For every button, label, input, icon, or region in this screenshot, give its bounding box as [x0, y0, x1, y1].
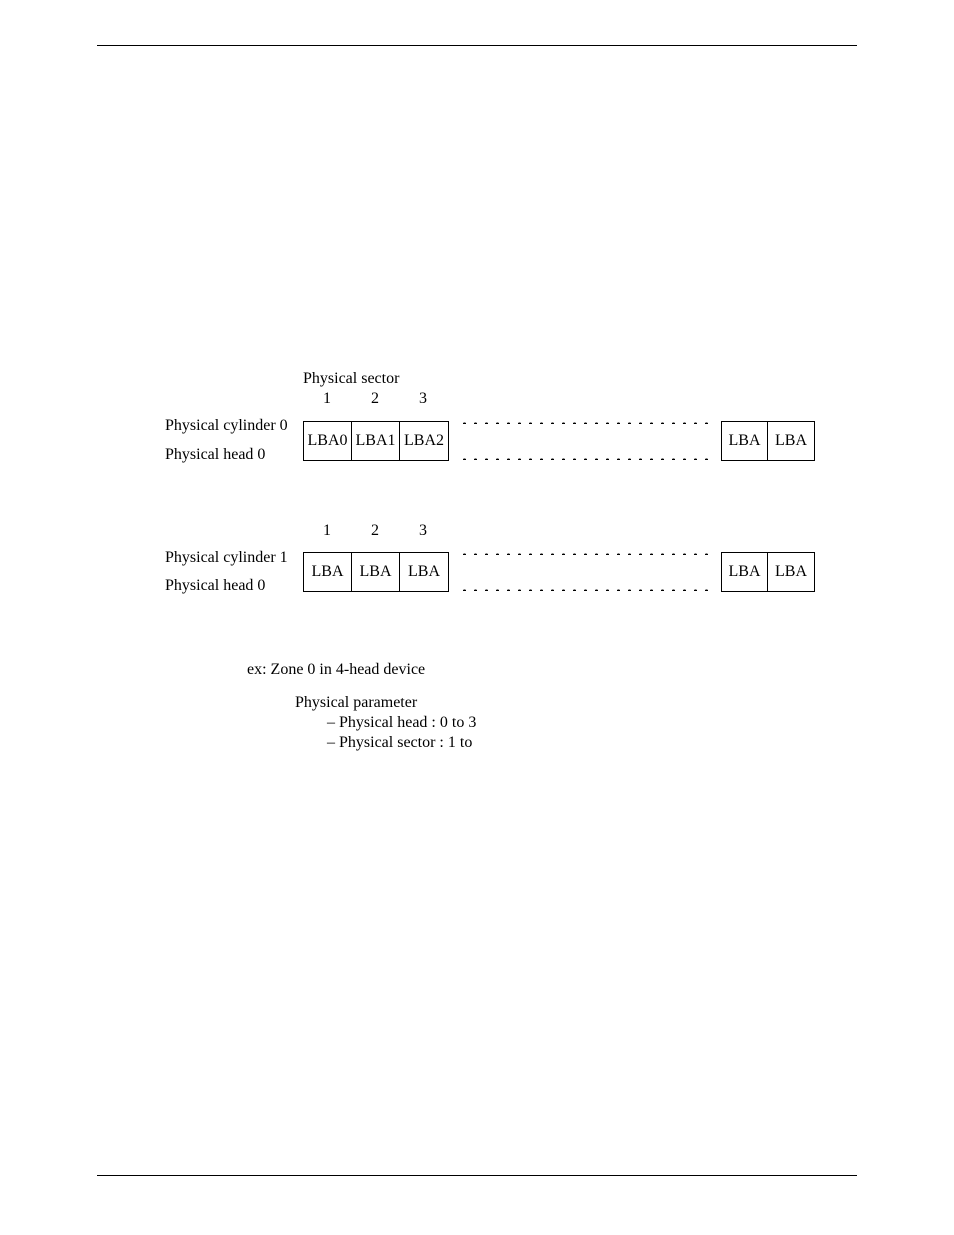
head-label: Physical head 0: [165, 441, 303, 470]
lba-cell: LBA: [722, 553, 768, 591]
row-1-right-cells: LBA LBA: [721, 552, 815, 592]
row-1-continuation-dots: [449, 552, 721, 592]
lba-cell: LBA: [304, 553, 352, 591]
main-content: Physical sector 123 Physical cylinder 0 …: [165, 370, 815, 753]
bottom-horizontal-rule: [97, 1175, 857, 1176]
sector-number: 1: [303, 390, 351, 408]
lba-cell: LBA: [400, 553, 448, 591]
sector-number: 3: [399, 522, 447, 540]
lba-cell: LBA: [352, 553, 400, 591]
head-label: Physical head 0: [165, 572, 303, 601]
cylinder-row-1: 123 Physical cylinder 1 Physical head 0 …: [165, 544, 815, 602]
row-1-left-cells: LBA LBA LBA: [303, 552, 449, 592]
row-0-left-cells: LBA0 LBA1 LBA2: [303, 421, 449, 461]
lba-cell: LBA0: [304, 422, 352, 460]
example-line: ex: Zone 0 in 4-head device: [247, 661, 815, 679]
physical-parameter-block: Physical parameter – Physical head : 0 t…: [295, 693, 815, 753]
top-horizontal-rule: [97, 45, 857, 46]
param-title: Physical parameter: [295, 693, 815, 713]
lba-cell: LBA2: [400, 422, 448, 460]
cylinder-label: Physical cylinder 0: [165, 412, 303, 441]
row-0-continuation-dots: [449, 421, 721, 461]
lba-cell: LBA: [768, 422, 814, 460]
sector-numbers-row-1: 123: [303, 522, 447, 540]
sector-number: 2: [351, 390, 399, 408]
sector-number: 2: [351, 522, 399, 540]
param-sector-range: – Physical sector : 1 to: [327, 733, 815, 753]
cylinder-label: Physical cylinder 1: [165, 544, 303, 573]
sector-number: 3: [399, 390, 447, 408]
physical-sector-label: Physical sector: [303, 370, 815, 388]
row-1-labels: Physical cylinder 1 Physical head 0: [165, 544, 303, 602]
row-0-labels: Physical cylinder 0 Physical head 0: [165, 412, 303, 470]
sector-number: 1: [303, 522, 351, 540]
sector-numbers-row-0: 123: [303, 390, 447, 408]
param-head-range: – Physical head : 0 to 3: [327, 713, 815, 733]
lba-cell: LBA: [768, 553, 814, 591]
lba-cell: LBA1: [352, 422, 400, 460]
lba-cell: LBA: [722, 422, 768, 460]
cylinder-row-0: 123 Physical cylinder 0 Physical head 0 …: [165, 412, 815, 470]
row-0-right-cells: LBA LBA: [721, 421, 815, 461]
